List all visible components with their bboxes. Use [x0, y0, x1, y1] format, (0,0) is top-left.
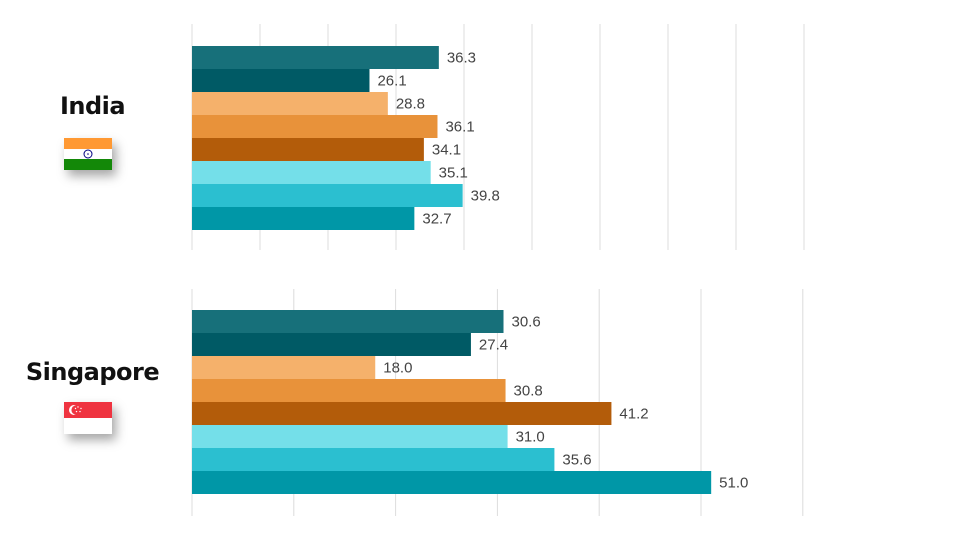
bar	[192, 448, 555, 471]
bar	[192, 184, 463, 207]
india-title: India	[59, 92, 126, 120]
data-label: 26.1	[377, 73, 406, 90]
bar	[192, 333, 471, 356]
data-label: 32.7	[422, 211, 451, 228]
data-label: 51.0	[719, 475, 748, 492]
data-label: 18.0	[383, 360, 412, 377]
data-label: 36.1	[445, 119, 474, 136]
bar	[192, 69, 370, 92]
data-label: 36.3	[447, 50, 476, 67]
india-flag-icon	[64, 138, 112, 170]
bar	[192, 402, 612, 425]
bar	[192, 425, 508, 448]
data-label: 28.8	[396, 96, 425, 113]
bar	[192, 92, 388, 115]
bar	[192, 379, 506, 402]
data-label: 27.4	[479, 337, 508, 354]
bar	[192, 115, 438, 138]
data-label: 35.6	[562, 452, 591, 469]
bar	[192, 471, 712, 494]
singapore-flag-icon	[64, 402, 112, 434]
bar	[192, 310, 504, 333]
bar	[192, 46, 439, 69]
data-label: 30.8	[514, 383, 543, 400]
data-label: 30.6	[512, 314, 541, 331]
bar	[192, 138, 424, 161]
singapore-title: Singapore	[25, 358, 160, 386]
data-label: 31.0	[516, 429, 545, 446]
bar	[192, 161, 431, 184]
bar	[192, 207, 415, 230]
data-label: 34.1	[432, 142, 461, 159]
data-label: 41.2	[619, 406, 648, 423]
bar	[192, 356, 376, 379]
data-label: 39.8	[471, 188, 500, 205]
data-label: 35.1	[439, 165, 468, 182]
